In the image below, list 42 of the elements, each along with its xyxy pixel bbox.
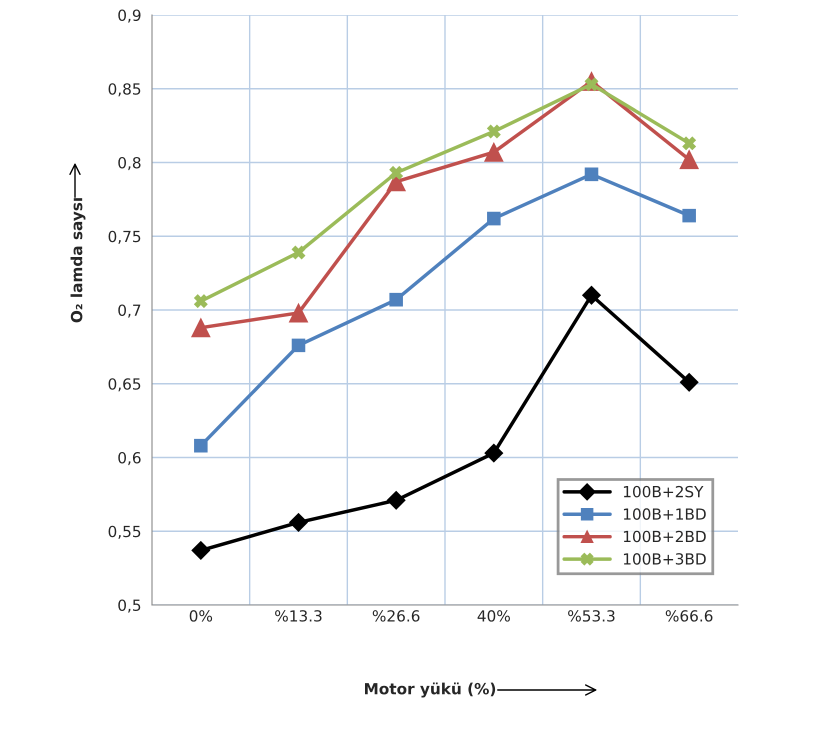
y-tick-label: 0,8 bbox=[118, 156, 141, 170]
point bbox=[487, 124, 501, 138]
y-tick-label: 0,9 bbox=[118, 9, 141, 23]
point bbox=[680, 150, 699, 170]
point bbox=[389, 166, 403, 180]
x-tick-label: %26.6 bbox=[372, 610, 420, 622]
point bbox=[289, 513, 308, 532]
legend-label: 100B+3BD bbox=[624, 553, 706, 565]
x-tick-label: 0% bbox=[190, 610, 212, 622]
legend-label: 100B+1BD bbox=[624, 508, 706, 520]
point bbox=[386, 490, 406, 510]
point bbox=[292, 338, 306, 352]
y-tick-label: 0,6 bbox=[118, 452, 141, 466]
y-tick-label: 0,7 bbox=[118, 304, 140, 318]
point bbox=[484, 142, 504, 162]
y-tick-label: 0,5 bbox=[118, 599, 140, 613]
point bbox=[194, 438, 208, 452]
point bbox=[484, 444, 504, 462]
legend-label: 100B+2SY bbox=[624, 486, 704, 498]
x-tick-label: 40% bbox=[478, 610, 510, 622]
point bbox=[288, 303, 308, 322]
point bbox=[191, 541, 210, 560]
point bbox=[584, 168, 598, 182]
x-tick-label: %13.3 bbox=[275, 610, 322, 622]
legend-label: 100B+2BD bbox=[624, 530, 706, 542]
x-axis-title: Motor yükü (%) bbox=[364, 682, 496, 698]
y-tick-label: 0,75 bbox=[108, 230, 140, 244]
y-tick-label: 0,55 bbox=[108, 526, 140, 539]
point bbox=[682, 208, 696, 222]
x-tick-label: %53.3 bbox=[568, 610, 615, 622]
point bbox=[582, 286, 601, 305]
point bbox=[680, 372, 699, 392]
y-tick-label: 0,85 bbox=[108, 83, 140, 96]
y-tick-label: 0,65 bbox=[108, 378, 140, 392]
point bbox=[194, 294, 208, 308]
y-axis-title: O₂ lamda saysı bbox=[70, 198, 86, 322]
point bbox=[292, 246, 306, 260]
point bbox=[487, 212, 501, 226]
point bbox=[682, 136, 696, 150]
x-tick-label: %66.6 bbox=[666, 610, 712, 622]
point bbox=[389, 292, 403, 306]
point bbox=[191, 318, 210, 338]
